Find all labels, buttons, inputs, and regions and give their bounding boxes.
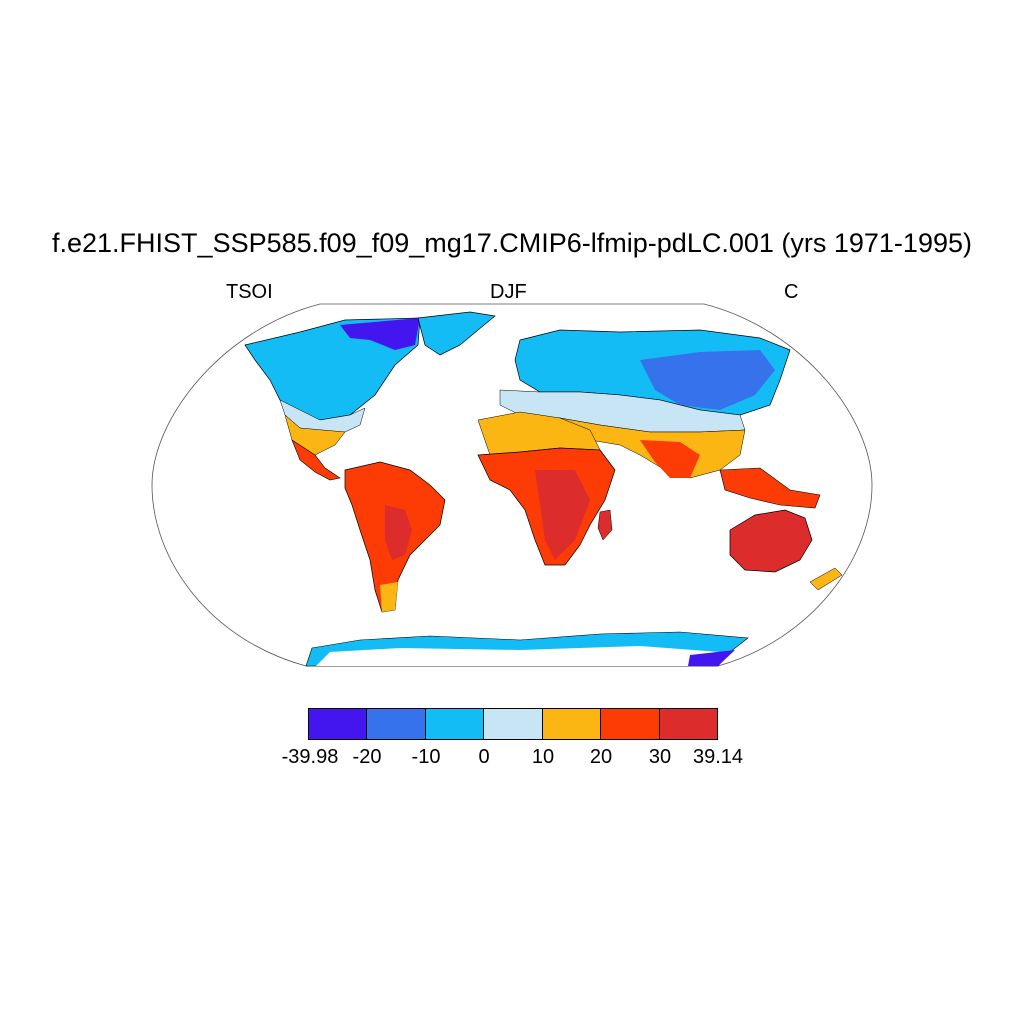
colorbar-label: 10 — [531, 746, 555, 768]
map-title: f.e21.FHIST_SSP585.f09_f09_mg17.CMIP6-lf… — [52, 228, 972, 258]
greenland — [417, 311, 496, 356]
colorbar — [308, 708, 718, 740]
colorbar-bin — [601, 709, 660, 739]
colorbar-label: 0 — [478, 746, 490, 768]
australia — [729, 509, 813, 573]
siberia-cold — [640, 350, 775, 410]
southeast-asia — [719, 467, 821, 509]
canada-arctic-deep — [340, 318, 420, 350]
colorbar-bin — [367, 709, 426, 739]
antarctica-edge-cold — [688, 650, 735, 666]
colorbar-label: 20 — [589, 746, 613, 768]
colorbar-bin — [425, 709, 485, 739]
colorbar-label: 39.14 — [692, 746, 744, 768]
colorbar-bin — [542, 709, 602, 739]
colorbar-label: -10 — [411, 746, 441, 768]
india-sea — [640, 440, 700, 478]
season-label: DJF — [490, 281, 527, 303]
antarctica-interior — [316, 646, 720, 666]
south-america-hot — [385, 505, 412, 560]
africa-hot — [535, 470, 590, 560]
units-label: C — [784, 281, 799, 303]
north-america-north — [244, 317, 421, 421]
colorbar-bin — [659, 709, 717, 739]
colorbar-label: -20 — [352, 746, 382, 768]
colorbar-bin — [484, 709, 543, 739]
madagascar — [597, 509, 613, 541]
colorbar-label: 30 — [648, 746, 672, 768]
colorbar-label: -39.98 — [281, 746, 339, 768]
new-zealand — [809, 567, 843, 591]
south-america-tip — [380, 582, 398, 612]
colorbar-bin — [309, 709, 368, 739]
variable-label: TSOI — [226, 281, 273, 303]
mexico — [291, 439, 341, 481]
